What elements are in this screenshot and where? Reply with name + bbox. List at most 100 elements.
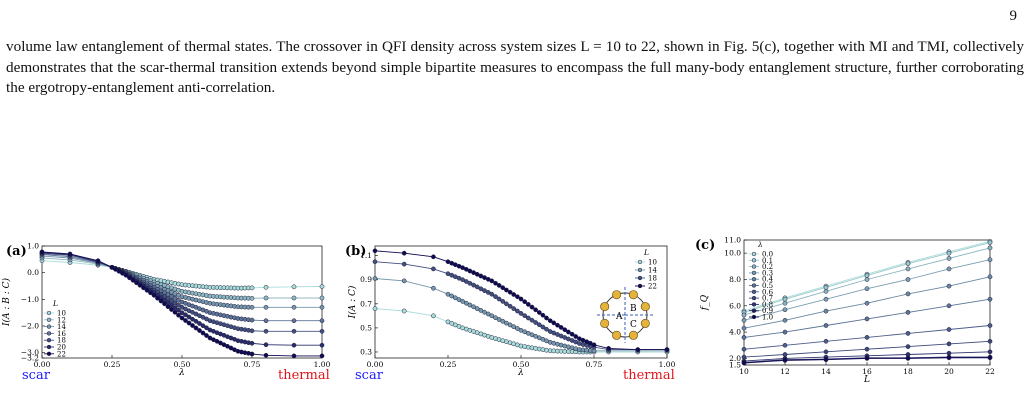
x-tick-label: 14 [821, 367, 831, 376]
data-point-0.7 [823, 349, 829, 355]
inset-site [600, 318, 610, 328]
data-point-0.3 [864, 286, 870, 292]
data-point-22 [249, 351, 255, 357]
data-point-18 [529, 317, 535, 323]
data-point-22 [39, 249, 45, 255]
data-point-22 [123, 272, 129, 278]
data-point-18 [522, 313, 528, 319]
legend-title: λ [757, 240, 763, 249]
data-point-10 [372, 306, 378, 311]
body-paragraph: volume law entanglement of thermal state… [6, 38, 1024, 96]
data-point-0.5 [741, 335, 747, 340]
data-point-22 [193, 325, 199, 331]
legend-marker [46, 324, 52, 329]
inset-label-b: B [630, 304, 637, 314]
data-point-20 [179, 310, 185, 316]
legend-label-10: 10 [57, 310, 66, 318]
data-point-20 [200, 323, 206, 329]
data-point-18 [249, 328, 255, 334]
data-point-0.4 [905, 291, 911, 297]
data-point-18 [176, 302, 181, 308]
data-point-0.7 [741, 354, 747, 360]
legend-label-14: 14 [57, 323, 66, 331]
x-tick-label: 16 [862, 367, 872, 376]
data-point-14 [467, 302, 473, 308]
data-point-14 [489, 313, 495, 319]
y-tick-label: 0.9 [360, 275, 372, 284]
legend-marker [46, 331, 52, 336]
data-point-0.4 [864, 300, 870, 306]
data-point-14 [263, 304, 269, 310]
thermal-label: thermal [623, 368, 675, 383]
data-point-0.6 [864, 335, 870, 340]
data-point-0.1 [864, 273, 870, 278]
data-point-22 [162, 301, 167, 307]
panel-label: (c) [695, 238, 715, 253]
legend-label-12: 12 [57, 316, 66, 324]
data-point-0.4 [987, 274, 993, 280]
y-tick-label: −3.2 [21, 354, 39, 363]
y-tick-label: 4.0 [729, 328, 741, 337]
legend-label-0.0: 0.0 [762, 251, 773, 259]
series-line-18 [374, 261, 667, 351]
legend-marker [751, 270, 757, 276]
data-point-20 [263, 342, 269, 348]
x-tick-label: 12 [780, 367, 790, 376]
data-point-0.1 [823, 285, 829, 290]
data-point-22 [401, 250, 407, 256]
y-tick-label: 0.0 [27, 268, 39, 277]
legend-label-10: 10 [648, 259, 657, 267]
data-point-18 [372, 259, 378, 265]
data-point-22 [569, 331, 575, 337]
data-point-0.2 [987, 245, 993, 251]
x-tick-label: 0.25 [104, 360, 121, 369]
legend-marker [637, 283, 643, 289]
legend-title: L [52, 299, 58, 308]
data-point-10 [401, 308, 407, 314]
data-point-18 [515, 308, 520, 314]
scar-label: scar [22, 368, 51, 383]
x-tick-label: 0.00 [34, 360, 51, 369]
data-point-22 [176, 312, 181, 318]
data-point-0.6 [987, 323, 993, 328]
data-point-22 [504, 287, 509, 293]
data-point-18 [507, 303, 513, 309]
data-point-18 [504, 301, 509, 307]
y-axis-label: I(A : B : C) [1, 277, 12, 327]
y-tick-label: 8.0 [729, 275, 741, 284]
data-point-0.3 [741, 317, 747, 323]
data-point-1.0 [864, 356, 870, 361]
data-point-1.0 [823, 357, 829, 363]
legend-marker [751, 258, 757, 263]
data-point-0.7 [946, 341, 952, 347]
data-point-0.3 [946, 266, 952, 272]
legend-marker [751, 302, 757, 307]
legend-marker [751, 308, 757, 313]
data-point-22 [190, 323, 195, 328]
data-point-14 [372, 276, 378, 281]
data-point-14 [249, 304, 255, 310]
data-point-12 [319, 295, 325, 301]
data-point-22 [144, 287, 150, 293]
inset-site [628, 330, 638, 340]
data-point-22 [109, 264, 115, 270]
data-point-20 [176, 307, 181, 313]
y-axis-label: I(A : C) [347, 285, 358, 319]
data-point-0.6 [782, 342, 788, 348]
data-point-16 [263, 318, 269, 324]
data-point-18 [511, 306, 517, 311]
data-point-18 [467, 280, 473, 286]
data-point-10 [263, 284, 269, 290]
data-point-18 [540, 324, 546, 330]
data-point-0.5 [782, 329, 788, 335]
partition-inset: ABC [597, 287, 653, 343]
data-point-22 [562, 327, 568, 333]
data-point-0.4 [741, 325, 747, 331]
data-point-22 [116, 268, 122, 274]
data-point-20 [186, 314, 192, 320]
data-point-22 [319, 353, 325, 359]
data-point-14 [452, 295, 458, 301]
data-point-0.3 [905, 277, 911, 282]
data-point-1.0 [946, 355, 952, 361]
legend-label-22: 22 [648, 283, 657, 291]
